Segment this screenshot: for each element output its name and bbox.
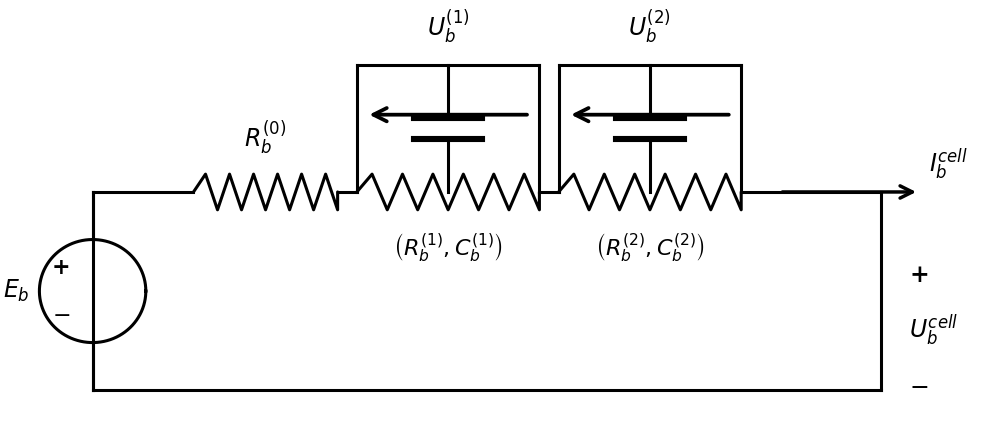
Text: $E_b$: $E_b$ [3, 278, 30, 304]
Text: $I_b^{cell}$: $I_b^{cell}$ [929, 147, 968, 182]
Text: $U_b^{(1)}$: $U_b^{(1)}$ [427, 8, 470, 45]
Text: +: + [51, 257, 70, 279]
Text: +: + [909, 263, 929, 287]
Text: $\left(R_b^{(1)},C_b^{(1)}\right)$: $\left(R_b^{(1)},C_b^{(1)}\right)$ [393, 232, 503, 264]
Text: $R_b^{(0)}$: $R_b^{(0)}$ [244, 118, 287, 156]
Text: $U_b^{cell}$: $U_b^{cell}$ [909, 313, 959, 348]
Text: $\left(R_b^{(2)},C_b^{(2)}\right)$: $\left(R_b^{(2)},C_b^{(2)}\right)$ [595, 232, 705, 264]
Text: $-$: $-$ [52, 303, 70, 325]
Text: $-$: $-$ [909, 374, 929, 398]
Text: $U_b^{(2)}$: $U_b^{(2)}$ [628, 8, 671, 45]
